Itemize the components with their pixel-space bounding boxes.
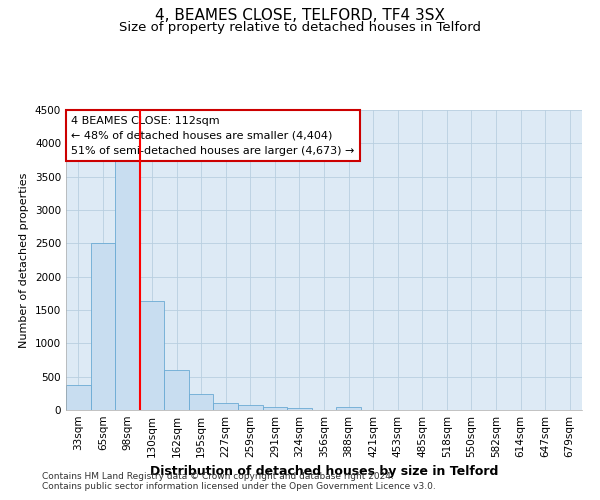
Text: Size of property relative to detached houses in Telford: Size of property relative to detached ho… <box>119 21 481 34</box>
Bar <box>164 370 189 410</box>
Text: Contains HM Land Registry data © Crown copyright and database right 2024.: Contains HM Land Registry data © Crown c… <box>42 472 394 481</box>
Bar <box>214 402 238 410</box>
Y-axis label: Number of detached properties: Number of detached properties <box>19 172 29 348</box>
Bar <box>287 408 312 410</box>
Bar <box>91 244 115 410</box>
Bar <box>66 385 91 410</box>
Bar <box>189 394 214 410</box>
Bar <box>238 405 263 410</box>
Text: 4 BEAMES CLOSE: 112sqm
← 48% of detached houses are smaller (4,404)
51% of semi-: 4 BEAMES CLOSE: 112sqm ← 48% of detached… <box>71 116 355 156</box>
X-axis label: Distribution of detached houses by size in Telford: Distribution of detached houses by size … <box>150 466 498 478</box>
Bar <box>336 406 361 410</box>
Text: 4, BEAMES CLOSE, TELFORD, TF4 3SX: 4, BEAMES CLOSE, TELFORD, TF4 3SX <box>155 8 445 22</box>
Text: Contains public sector information licensed under the Open Government Licence v3: Contains public sector information licen… <box>42 482 436 491</box>
Bar <box>140 300 164 410</box>
Bar <box>115 160 140 410</box>
Bar <box>263 406 287 410</box>
